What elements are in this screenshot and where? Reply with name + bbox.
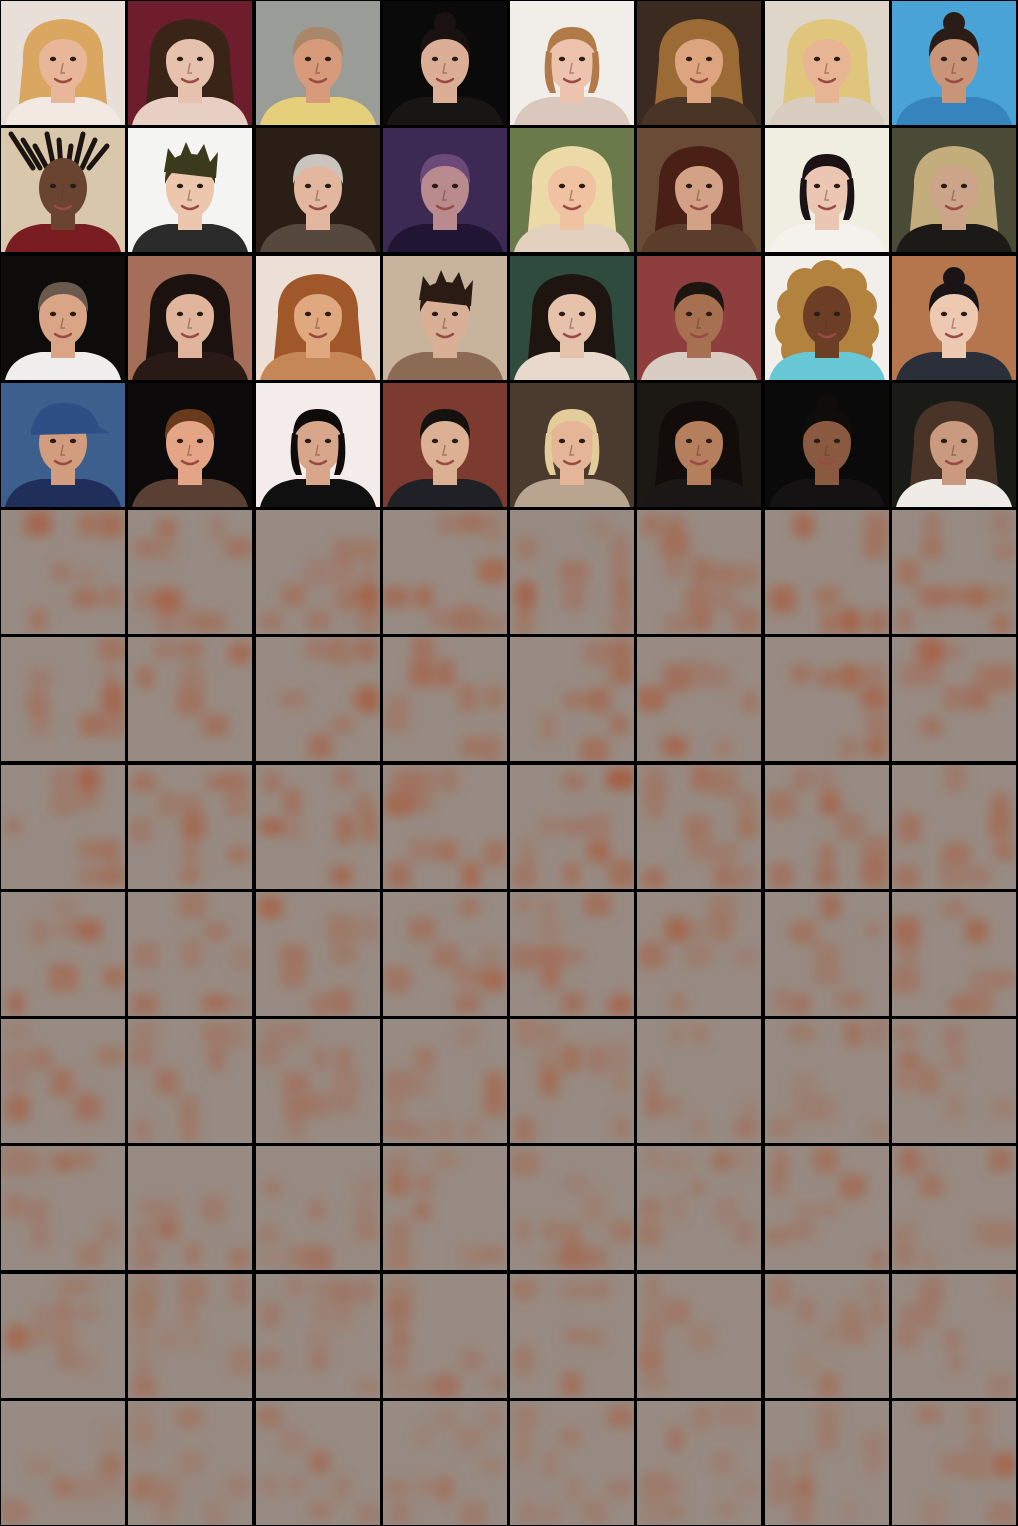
face-photo: [256, 1, 380, 125]
noise-sample: [1, 1146, 125, 1270]
face-photo: [128, 256, 252, 380]
face-photo: [892, 128, 1016, 252]
noise-sample: [637, 637, 761, 761]
noise-sample: [383, 637, 507, 761]
noise-sample: [765, 765, 889, 889]
face-photo: [383, 383, 507, 507]
face-photo: [383, 1, 507, 125]
face-photo: [637, 256, 761, 380]
noise-sample: [128, 510, 252, 634]
noise-sample: [1, 637, 125, 761]
noise-sample: [256, 510, 380, 634]
noise-sample: [892, 1401, 1016, 1525]
noise-sample: [765, 1146, 889, 1270]
noise-sample: [892, 1019, 1016, 1143]
face-photo: [510, 128, 634, 252]
face-photo: [1, 256, 125, 380]
noise-sample: [510, 637, 634, 761]
noise-sample: [510, 1019, 634, 1143]
noise-sample: [637, 1146, 761, 1270]
noise-sample: [510, 1146, 634, 1270]
face-photo: [510, 383, 634, 507]
noise-sample: [1, 510, 125, 634]
noise-sample: [510, 1401, 634, 1525]
noise-sample: [892, 637, 1016, 761]
face-photo: [892, 256, 1016, 380]
face-photo: [128, 383, 252, 507]
noise-sample: [765, 892, 889, 1016]
face-photo: [637, 1, 761, 125]
noise-sample: [765, 1019, 889, 1143]
noise-sample: [128, 637, 252, 761]
noise-sample: [256, 892, 380, 1016]
noise-sample: [256, 1146, 380, 1270]
noise-sample: [1, 1019, 125, 1143]
noise-sample: [383, 765, 507, 889]
noise-sample: [637, 892, 761, 1016]
noise-sample: [383, 1401, 507, 1525]
noise-sample: [765, 1274, 889, 1398]
noise-sample: [892, 1146, 1016, 1270]
noise-sample: [1, 765, 125, 889]
noise-sample: [383, 892, 507, 1016]
face-photo: [383, 256, 507, 380]
noise-sample: [637, 1274, 761, 1398]
noise-sample: [256, 1401, 380, 1525]
noise-sample: [1, 1274, 125, 1398]
face-photo: [892, 1, 1016, 125]
noise-sample: [256, 637, 380, 761]
face-photo: [256, 383, 380, 507]
face-photo: [765, 256, 889, 380]
noise-sample: [128, 1146, 252, 1270]
face-photo: [510, 1, 634, 125]
face-photo: [1, 128, 125, 252]
noise-sample: [637, 765, 761, 889]
face-photo: [383, 128, 507, 252]
noise-sample: [637, 1019, 761, 1143]
noise-sample: [383, 1019, 507, 1143]
face-photo: [510, 256, 634, 380]
noise-sample: [892, 892, 1016, 1016]
noise-sample: [128, 1274, 252, 1398]
face-photo: [765, 1, 889, 125]
noise-sample: [256, 1274, 380, 1398]
noise-sample: [256, 1019, 380, 1143]
noise-sample: [383, 510, 507, 634]
noise-sample: [510, 765, 634, 889]
noise-sample: [892, 765, 1016, 889]
face-photo: [765, 383, 889, 507]
noise-sample: [383, 1146, 507, 1270]
noise-sample: [510, 892, 634, 1016]
noise-sample: [128, 1019, 252, 1143]
face-photo: [128, 128, 252, 252]
face-photo: [1, 1, 125, 125]
face-photo: [256, 256, 380, 380]
noise-sample: [128, 765, 252, 889]
noise-sample: [510, 1274, 634, 1398]
noise-sample: [128, 1401, 252, 1525]
noise-sample: [637, 1401, 761, 1525]
noise-sample: [510, 510, 634, 634]
face-photo: [128, 1, 252, 125]
noise-sample: [256, 765, 380, 889]
noise-sample: [128, 892, 252, 1016]
noise-sample: [892, 1274, 1016, 1398]
noise-sample: [892, 510, 1016, 634]
face-photo: [637, 383, 761, 507]
face-photo: [765, 128, 889, 252]
noise-sample: [765, 637, 889, 761]
face-photo: [256, 128, 380, 252]
noise-sample: [765, 510, 889, 634]
noise-sample: [1, 892, 125, 1016]
noise-sample: [1, 1401, 125, 1525]
noise-sample: [637, 510, 761, 634]
face-photo: [892, 383, 1016, 507]
face-photo: [637, 128, 761, 252]
face-photo: [1, 383, 125, 507]
noise-sample: [765, 1401, 889, 1525]
noise-sample: [383, 1274, 507, 1398]
